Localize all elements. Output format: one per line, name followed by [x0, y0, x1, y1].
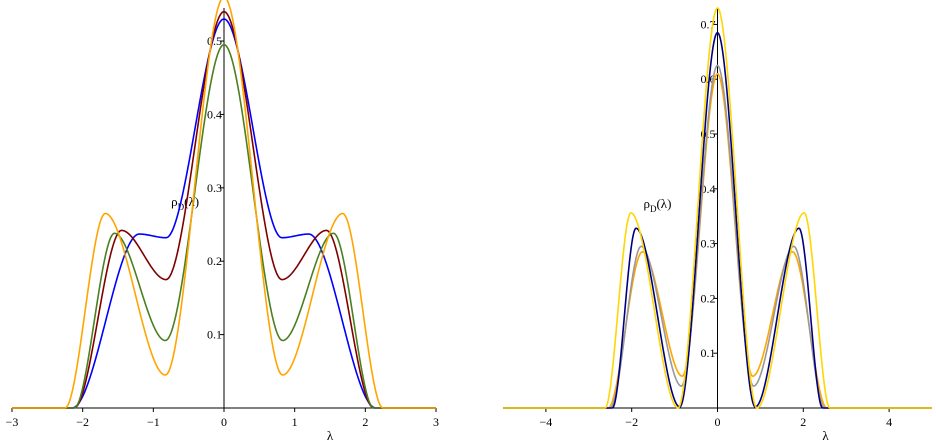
- right-series-line-4: [503, 7, 932, 409]
- left-series-line-2: [12, 10, 436, 409]
- left-y-tick-label: 0.1: [207, 328, 222, 342]
- right-annotation-base: ρ: [643, 196, 650, 211]
- left-y-tick-label: 0.3: [207, 181, 222, 195]
- left-annotation-sub: D: [178, 202, 185, 212]
- right-annotation-rest: (λ): [656, 196, 671, 211]
- right-x-tick-label: 0: [715, 415, 721, 429]
- left-series-line-4: [12, 0, 436, 409]
- right-x-tick-label: −2: [625, 415, 638, 429]
- right-x-tick-label: −4: [540, 415, 553, 429]
- left-x-tick-label: −1: [147, 415, 160, 429]
- left-y-tick-label: 0.2: [207, 254, 222, 268]
- left-y-tick-label: 0.4: [207, 107, 222, 121]
- left-x-tick-label: 3: [433, 415, 439, 429]
- left-x-tick-label: 0: [221, 415, 227, 429]
- right-y-tick-label: 0.1: [701, 346, 716, 360]
- left-x-tick-label: −2: [76, 415, 89, 429]
- left-x-axis-label: λ: [327, 428, 334, 443]
- left-x-tick-label: 1: [292, 415, 298, 429]
- right-y-tick-label: 0.3: [701, 237, 716, 251]
- left-annotation-base: ρ: [171, 194, 178, 209]
- right-annotation-sub: D: [650, 204, 657, 214]
- right-chart-panel: λ ρD(λ) −4 −2 0 2 40.10.20.30.40.50.60.7: [503, 7, 932, 443]
- right-x-tick-label: 4: [886, 415, 892, 429]
- right-y-tick-label: 0.2: [701, 291, 716, 305]
- left-series-line-1: [12, 18, 436, 409]
- left-x-tick-label: 2: [362, 415, 368, 429]
- right-x-tick-label: 2: [800, 415, 806, 429]
- right-y-tick-label: 0.4: [701, 182, 716, 196]
- right-density-annotation: ρD(λ): [643, 196, 671, 214]
- right-x-axis-label: λ: [822, 428, 829, 443]
- left-chart-panel: λ ρD(λ) −3 −2 −1 0 1 2 30.10.20.30.40.5: [6, 0, 439, 443]
- left-series-line-3: [12, 43, 436, 409]
- left-x-tick-label: −3: [6, 415, 19, 429]
